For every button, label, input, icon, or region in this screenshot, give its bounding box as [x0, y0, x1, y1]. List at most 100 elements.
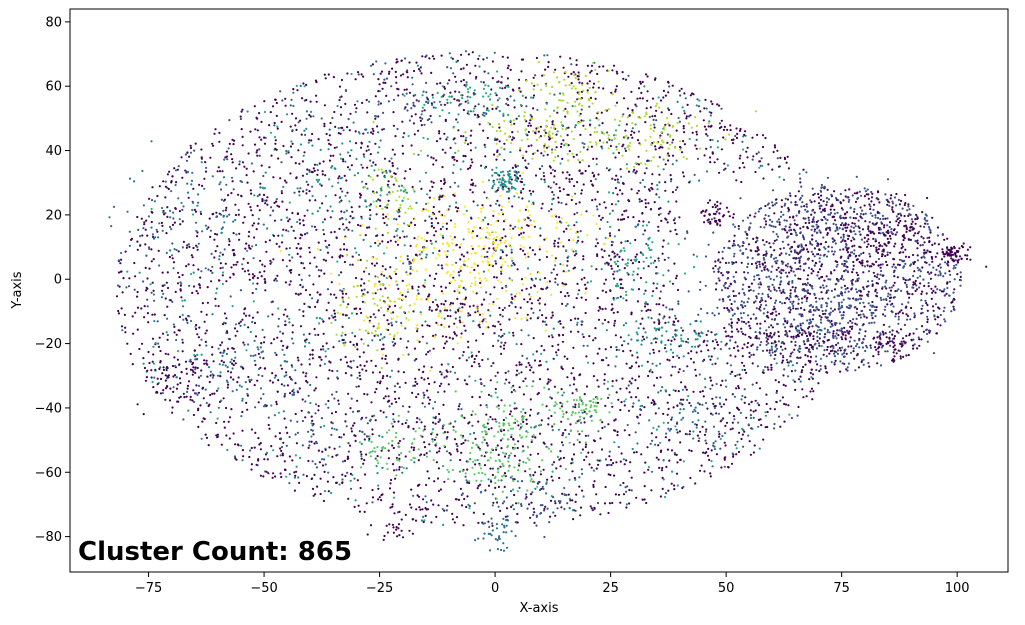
- scatter-point: [461, 354, 464, 357]
- scatter-point: [449, 370, 452, 373]
- scatter-point: [619, 387, 622, 390]
- scatter-point: [347, 316, 350, 320]
- scatter-point: [204, 433, 207, 436]
- scatter-point: [393, 172, 396, 175]
- scatter-point: [677, 116, 680, 120]
- scatter-point: [142, 357, 145, 360]
- scatter-point: [567, 432, 571, 436]
- scatter-point: [823, 349, 826, 352]
- scatter-point: [755, 337, 759, 340]
- scatter-point: [787, 364, 790, 367]
- scatter-point: [782, 290, 785, 293]
- scatter-point: [426, 137, 429, 141]
- scatter-point: [498, 126, 501, 129]
- scatter-point: [481, 204, 484, 207]
- scatter-point: [478, 54, 481, 57]
- scatter-point: [393, 153, 396, 156]
- scatter-point: [401, 152, 405, 155]
- scatter-point: [493, 171, 496, 174]
- scatter-point: [298, 119, 302, 122]
- scatter-point: [462, 108, 465, 112]
- scatter-point: [562, 444, 565, 447]
- scatter-point: [413, 223, 417, 227]
- scatter-point: [475, 75, 478, 79]
- scatter-point: [769, 246, 772, 249]
- scatter-point: [348, 168, 351, 171]
- scatter-point: [505, 245, 508, 248]
- scatter-point: [328, 159, 332, 162]
- scatter-point: [428, 57, 431, 60]
- scatter-point: [392, 311, 395, 314]
- scatter-point: [481, 320, 484, 323]
- scatter-point: [341, 460, 345, 463]
- scatter-point: [209, 411, 212, 414]
- scatter-point: [660, 219, 663, 222]
- scatter-point: [676, 288, 680, 292]
- scatter-point: [362, 75, 365, 78]
- scatter-point: [674, 228, 677, 231]
- scatter-point: [527, 145, 530, 148]
- scatter-point: [467, 53, 470, 56]
- scatter-point: [774, 299, 778, 302]
- scatter-point: [437, 264, 440, 267]
- scatter-point: [540, 352, 543, 355]
- scatter-point: [452, 348, 455, 351]
- scatter-point: [171, 406, 174, 409]
- scatter-point: [676, 404, 679, 407]
- scatter-point: [124, 331, 127, 334]
- scatter-point: [324, 259, 327, 262]
- scatter-point: [285, 152, 288, 155]
- scatter-point: [160, 221, 163, 224]
- scatter-point: [454, 75, 457, 78]
- scatter-point: [586, 281, 589, 284]
- scatter-point: [285, 208, 288, 211]
- scatter-point: [514, 225, 517, 228]
- scatter-point: [494, 387, 497, 391]
- scatter-point: [136, 215, 139, 219]
- scatter-point: [532, 507, 535, 510]
- scatter-point: [340, 334, 343, 337]
- scatter-point: [512, 262, 515, 265]
- scatter-point: [121, 329, 124, 332]
- scatter-point: [415, 99, 418, 102]
- scatter-point: [358, 510, 361, 513]
- scatter-point: [630, 130, 633, 133]
- scatter-point: [360, 215, 363, 218]
- scatter-point: [483, 438, 486, 441]
- scatter-point: [711, 384, 714, 387]
- scatter-point: [710, 100, 713, 103]
- scatter-point: [541, 74, 544, 77]
- scatter-point: [312, 283, 315, 286]
- scatter-point: [500, 341, 503, 344]
- scatter-point: [232, 252, 236, 255]
- scatter-point: [288, 317, 291, 320]
- scatter-point: [695, 423, 698, 426]
- scatter-point: [421, 435, 424, 438]
- scatter-point: [543, 181, 547, 184]
- scatter-point: [718, 122, 722, 125]
- scatter-point: [587, 451, 590, 454]
- scatter-point: [797, 378, 801, 381]
- scatter-point: [419, 69, 422, 73]
- scatter-point: [405, 235, 408, 238]
- scatter-point: [140, 217, 143, 220]
- scatter-point: [369, 315, 372, 318]
- scatter-point: [529, 493, 533, 496]
- scatter-point: [762, 371, 765, 374]
- scatter-point: [269, 262, 272, 265]
- scatter-point: [539, 125, 543, 128]
- scatter-point: [438, 384, 441, 388]
- scatter-point: [251, 316, 255, 319]
- scatter-point: [226, 448, 229, 452]
- scatter-point: [419, 116, 422, 119]
- scatter-point: [355, 251, 358, 254]
- scatter-point: [529, 286, 533, 289]
- scatter-point: [370, 164, 373, 167]
- scatter-point: [919, 275, 922, 278]
- scatter-point: [493, 286, 496, 289]
- scatter-point: [236, 330, 239, 333]
- scatter-point: [530, 426, 533, 429]
- scatter-point: [552, 193, 556, 196]
- scatter-point: [518, 361, 521, 364]
- scatter-point: [341, 126, 344, 129]
